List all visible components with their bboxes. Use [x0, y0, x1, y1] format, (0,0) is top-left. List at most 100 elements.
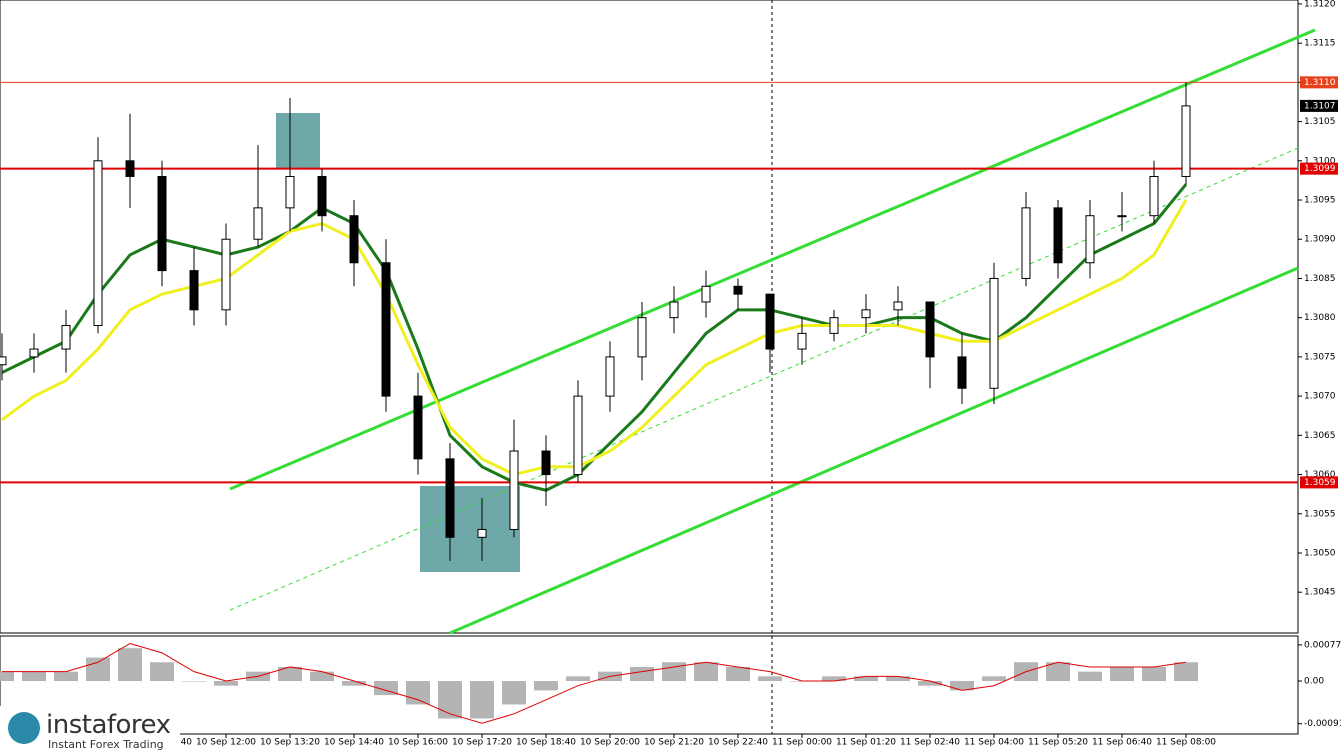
candle-body [29, 348, 39, 358]
y-tick-label: 1.3085 [1304, 274, 1336, 284]
y-tick-label: 1.3095 [1304, 196, 1336, 206]
candle-body [765, 293, 775, 350]
macd-bar [342, 681, 366, 686]
channel-lower [449, 266, 1299, 635]
candle-body [253, 207, 263, 240]
candle-body [925, 301, 935, 358]
macd-signal [2, 642, 1187, 724]
channel-mid [229, 147, 1299, 611]
candle-body [285, 175, 295, 209]
macd-y-tick-label: 0.00077 [1304, 640, 1341, 650]
candle-body [829, 317, 839, 334]
candle-body [957, 356, 967, 389]
y-tick-label: 1.3080 [1304, 313, 1336, 323]
x-tick-label: 10 Sep 16:00 [388, 738, 448, 748]
y-tick-label: 1.3065 [1304, 431, 1336, 441]
candle-body [797, 332, 807, 350]
candle-body [541, 450, 551, 476]
x-tick-label: 10 Sep 17:20 [452, 738, 512, 748]
y-tick-label: 1.3045 [1304, 588, 1336, 598]
level-tag [1300, 476, 1338, 489]
candle-body [893, 301, 903, 311]
candle-body [701, 285, 711, 303]
candle-body [445, 458, 455, 538]
x-tick-label: 10 Sep 21:20 [644, 738, 704, 748]
highlight-box [420, 486, 520, 572]
macd-bar [0, 671, 14, 682]
candle-body [349, 215, 359, 264]
level-label: 1.3099 [1304, 164, 1336, 174]
x-tick-label: 10 Sep 22:40 [708, 738, 768, 748]
macd-bar [150, 662, 174, 682]
macd-y-tick-label: 0.00 [1304, 677, 1324, 687]
channel-upper [229, 28, 1316, 491]
main-panel [0, 0, 1299, 634]
macd-bar [950, 681, 974, 691]
candle-body [221, 238, 231, 311]
macd-bar [438, 681, 462, 719]
y-tick-label: 1.3090 [1304, 235, 1336, 245]
y-tick-label: 1.3100 [1304, 156, 1336, 166]
x-tick-label: 11 Sep 06:40 [1092, 738, 1152, 748]
candle-body [1181, 105, 1191, 177]
x-tick-label: 10 Sep 20:00 [580, 738, 640, 748]
logo-icon [8, 712, 40, 744]
y-tick-label: 1.3060 [1304, 470, 1336, 480]
candle-body [317, 175, 327, 217]
macd-bar [406, 681, 430, 705]
y-tick-label: 1.3115 [1304, 39, 1336, 49]
moving-average [1, 199, 1188, 477]
x-tick-label: 11 Sep 01:20 [836, 738, 896, 748]
macd-bar [22, 671, 46, 682]
level-tag [1300, 162, 1338, 175]
candle-body [1149, 175, 1159, 217]
candle-body [861, 309, 871, 319]
candle-body [477, 528, 487, 538]
candle-body [1085, 215, 1095, 264]
macd-bar [566, 676, 590, 682]
macd-bar [630, 666, 654, 682]
macd-panel [0, 635, 1299, 735]
macd-bar [118, 648, 142, 682]
logo-name: instaforex [46, 710, 171, 740]
logo: instaforex Instant Forex Trading [0, 706, 180, 753]
macd-bar [182, 681, 206, 682]
macd-bar [374, 681, 398, 696]
macd-bar [54, 671, 78, 682]
y-tick-label: 1.3055 [1304, 509, 1336, 519]
x-tick-label: 10 Sep 14:40 [324, 738, 384, 748]
macd-bar [918, 681, 942, 686]
level-tag [1300, 76, 1338, 89]
macd-bar [534, 681, 558, 691]
candle-body [157, 175, 167, 272]
macd-bar [310, 671, 334, 682]
highlight-box [276, 113, 320, 169]
macd-bar [1078, 671, 1102, 682]
candle-body [1117, 215, 1127, 218]
macd-bar [694, 662, 718, 682]
candle-body [637, 317, 647, 358]
x-tick-label: 10 Sep 18:40 [516, 738, 576, 748]
macd-bar [758, 676, 782, 682]
x-tick-label: 11 Sep 08:00 [1156, 738, 1216, 748]
level-tag [1300, 99, 1338, 112]
candle-body [573, 395, 583, 476]
level-label: 1.3110 [1304, 78, 1336, 88]
candle-body [381, 262, 391, 397]
candle-body [1053, 207, 1063, 264]
y-tick-label: 1.3120 [1304, 0, 1336, 9]
macd-bar [662, 662, 686, 682]
x-tick-label: 11 Sep 02:40 [900, 738, 960, 748]
macd-y-tick-label: -0.00091 [1304, 719, 1341, 729]
macd-bar [502, 681, 526, 705]
y-tick-label: 1.3105 [1304, 117, 1336, 127]
macd-bar [1110, 666, 1134, 682]
candle-body [1021, 207, 1031, 279]
level-label: 1.3107 [1304, 101, 1336, 111]
candle-body [733, 285, 743, 295]
macd-bar [86, 657, 110, 682]
candle-body [93, 160, 103, 327]
macd-bar [214, 681, 238, 686]
macd-bar [854, 676, 878, 682]
